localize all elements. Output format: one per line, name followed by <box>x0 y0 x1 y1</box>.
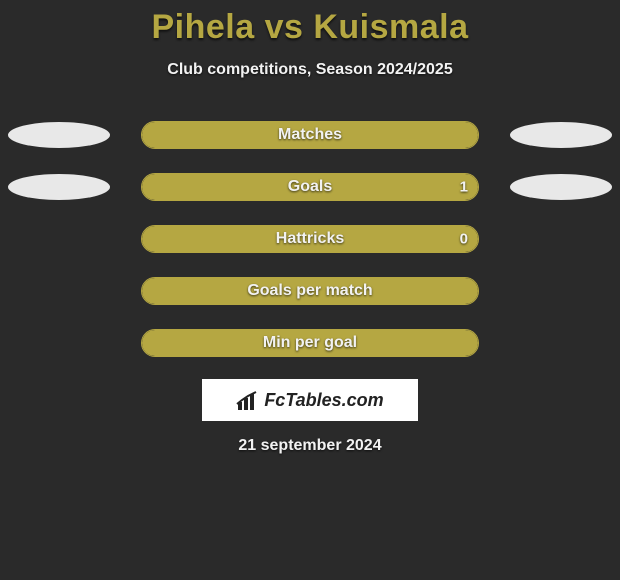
chart-icon <box>236 390 260 410</box>
stat-row: Goals per match <box>0 277 620 305</box>
stat-label: Matches <box>278 126 342 144</box>
stat-bar: Goals 1 <box>141 173 479 201</box>
logo-text: FcTables.com <box>264 390 383 411</box>
subtitle: Club competitions, Season 2024/2025 <box>167 61 452 79</box>
stat-value: 1 <box>460 179 468 196</box>
stat-bar: Min per goal <box>141 329 479 357</box>
stat-row: Matches <box>0 121 620 149</box>
stat-rows: Matches Goals 1 Hattricks 0 <box>0 121 620 357</box>
stat-value: 0 <box>460 231 468 248</box>
left-marker <box>8 174 110 200</box>
date: 21 september 2024 <box>238 437 381 455</box>
stat-bar: Matches <box>141 121 479 149</box>
stat-row: Goals 1 <box>0 173 620 201</box>
stat-bar: Hattricks 0 <box>141 225 479 253</box>
right-marker <box>510 122 612 148</box>
stat-label: Hattricks <box>276 230 344 248</box>
stat-row: Hattricks 0 <box>0 225 620 253</box>
stat-bar: Goals per match <box>141 277 479 305</box>
stat-label: Goals per match <box>247 282 372 300</box>
stat-row: Min per goal <box>0 329 620 357</box>
stat-label: Min per goal <box>263 334 357 352</box>
page-title: Pihela vs Kuismala <box>151 8 468 47</box>
logo: FcTables.com <box>202 379 418 421</box>
left-marker <box>8 122 110 148</box>
stat-label: Goals <box>288 178 332 196</box>
right-marker <box>510 174 612 200</box>
comparison-card: Pihela vs Kuismala Club competitions, Se… <box>0 0 620 455</box>
